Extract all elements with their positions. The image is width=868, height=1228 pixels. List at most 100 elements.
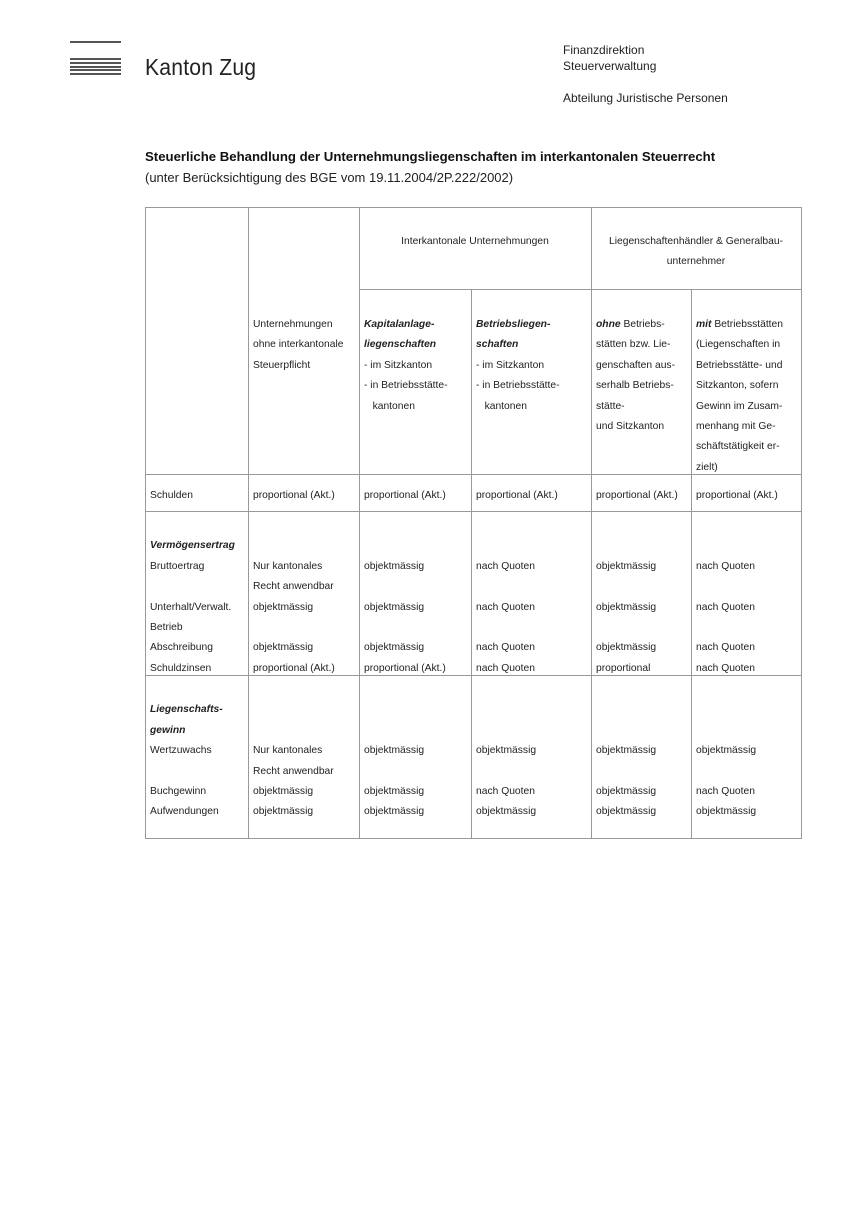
cell-line xyxy=(596,577,690,597)
cell-line xyxy=(696,762,800,782)
office: Steuerverwaltung xyxy=(563,59,657,73)
cell-line: objektmässig xyxy=(364,782,470,802)
cell-line: nach Quoten xyxy=(476,598,590,618)
table-border xyxy=(591,207,592,839)
row-schulden-cell: proportional (Akt.) xyxy=(596,486,690,506)
cell-text: Unternehmungen xyxy=(253,319,333,330)
cell-text: objektmässig xyxy=(364,560,425,572)
cell-line: Schulden xyxy=(150,486,247,506)
cell-line: proportional (Akt.) xyxy=(364,486,470,506)
cell-text: objektmässig xyxy=(364,642,425,654)
cell-text: Recht anwendbar xyxy=(253,581,334,593)
cell-text: ohne interkantonale xyxy=(253,339,344,351)
cell-line: objektmässig xyxy=(696,741,800,761)
cell-line: nach Quoten xyxy=(696,598,800,618)
cell-line xyxy=(150,680,247,700)
cell-text: proportional xyxy=(596,662,651,674)
cell-line: objektmässig xyxy=(596,782,690,802)
cell-line xyxy=(476,536,590,556)
cell-line: proportional (Akt.) xyxy=(696,486,800,506)
cell-line: Wertzuwachs xyxy=(150,741,247,761)
cell-line: serhalb Betriebs- xyxy=(596,376,690,396)
emphasis-text: Kapitalanlage- xyxy=(364,319,435,330)
cell-line: Kapitalanlage- xyxy=(364,315,470,335)
cell-line xyxy=(476,618,590,638)
cell-text: objektmässig xyxy=(596,745,657,757)
cell-line xyxy=(364,680,470,700)
cell-line xyxy=(476,762,590,782)
division: Abteilung Juristische Personen xyxy=(563,91,728,105)
header-col-kapitalanlage: Kapitalanlage-liegenschaften - im Sitzkan… xyxy=(364,315,470,417)
row-schulden-cell: proportional (Akt.) xyxy=(253,486,358,506)
cell-line xyxy=(476,516,590,536)
row-liegenschaftsgewinn-cell: objektmässig objektmässig objektmässig xyxy=(364,680,470,823)
cell-text: objektmässig xyxy=(596,642,657,654)
cell-line xyxy=(364,618,470,638)
cell-text: Schulden xyxy=(150,490,193,501)
table-border xyxy=(801,207,802,839)
cell-line xyxy=(596,536,690,556)
cell-line: liegenschaften xyxy=(364,335,470,355)
cell-text: kantonen xyxy=(364,400,415,412)
cell-line: Steuerpflicht xyxy=(253,356,358,376)
cell-text: objektmässig xyxy=(596,806,657,818)
cell-line: Betriebsliegen- xyxy=(476,315,590,335)
cell-line xyxy=(150,516,247,536)
cell-line xyxy=(696,516,800,536)
cell-text: nach Quoten xyxy=(476,560,535,572)
cell-line xyxy=(364,721,470,741)
row-liegenschaftsgewinn-cell: objektmässig nach Quoten objektmässig xyxy=(696,680,800,823)
emphasis-text: ohne xyxy=(596,319,621,330)
cell-line: Unterhalt/Verwalt. xyxy=(150,598,247,618)
cell-text: objektmässig xyxy=(696,745,757,757)
cell-text: objektmässig xyxy=(253,806,314,818)
cell-line xyxy=(364,516,470,536)
logo-stripe xyxy=(70,73,121,75)
cell-text: objektmässig xyxy=(476,745,537,757)
cell-line xyxy=(596,680,690,700)
cell-line: Gewinn im Zusam- xyxy=(696,397,800,417)
cell-text: Sitzkanton, sofern xyxy=(696,380,779,392)
cell-line: kantonen xyxy=(476,397,590,417)
document-subtitle: (unter Berücksichtigung des BGE vom 19.1… xyxy=(145,170,514,185)
cell-text: Betrieb xyxy=(150,621,183,633)
cell-text: nach Quoten xyxy=(696,642,755,654)
logo-stripe xyxy=(70,69,121,71)
cell-text: Aufwendungen xyxy=(150,806,219,818)
row-liegenschaftsgewinn-cell: objektmässig nach Quoten objektmässig xyxy=(476,680,590,823)
cell-text: objektmässig xyxy=(364,601,425,613)
cell-text: und Sitzkanton xyxy=(596,420,665,432)
cell-text: - in Betriebsstätte- xyxy=(364,380,448,392)
cell-line xyxy=(696,536,800,556)
cell-line: Nur kantonales xyxy=(253,741,358,761)
cell-line: proportional (Akt.) xyxy=(253,486,358,506)
cell-line: Aufwendungen xyxy=(150,802,247,822)
cell-line: objektmässig xyxy=(596,598,690,618)
cell-line: proportional (Akt.) xyxy=(253,659,358,679)
cell-line: nach Quoten xyxy=(476,782,590,802)
cell-text: - in Betriebsstätte- xyxy=(476,380,560,392)
cell-text: Bruttoertrag xyxy=(150,560,205,572)
cell-line: und Sitzkanton xyxy=(596,417,690,437)
row-schulden-cell: Schulden xyxy=(150,486,247,506)
cell-line: Bruttoertrag xyxy=(150,557,247,577)
cell-line: gewinn xyxy=(150,721,247,741)
cell-line xyxy=(696,577,800,597)
cell-line xyxy=(596,721,690,741)
emphasis-text: liegenschaften xyxy=(364,339,437,351)
cell-text: nach Quoten xyxy=(696,785,755,797)
cell-text: objektmässig xyxy=(596,601,657,613)
cell-line xyxy=(364,700,470,720)
header-col-ohne-interkantonal: Unternehmungen ohne interkantonale Steuerp… xyxy=(253,315,358,376)
header-col-ohne-betriebsstaetten: ohne Betriebs-stätten bzw. Lie-genschaft… xyxy=(596,315,690,437)
cell-line: Schuldzinsen xyxy=(150,659,247,679)
cell-text: Schuldzinsen xyxy=(150,662,212,674)
emphasis-text: Betriebsliegen- xyxy=(476,319,551,330)
cell-line: objektmässig xyxy=(253,598,358,618)
row-liegenschaftsgewinn-cell: objektmässig objektmässig objektmässig xyxy=(596,680,690,823)
emphasis-text: Vermögensertrag xyxy=(150,540,235,552)
table-border xyxy=(145,474,802,475)
cell-text: objektmässig xyxy=(253,785,314,797)
cell-line xyxy=(476,700,590,720)
cell-line xyxy=(253,536,358,556)
